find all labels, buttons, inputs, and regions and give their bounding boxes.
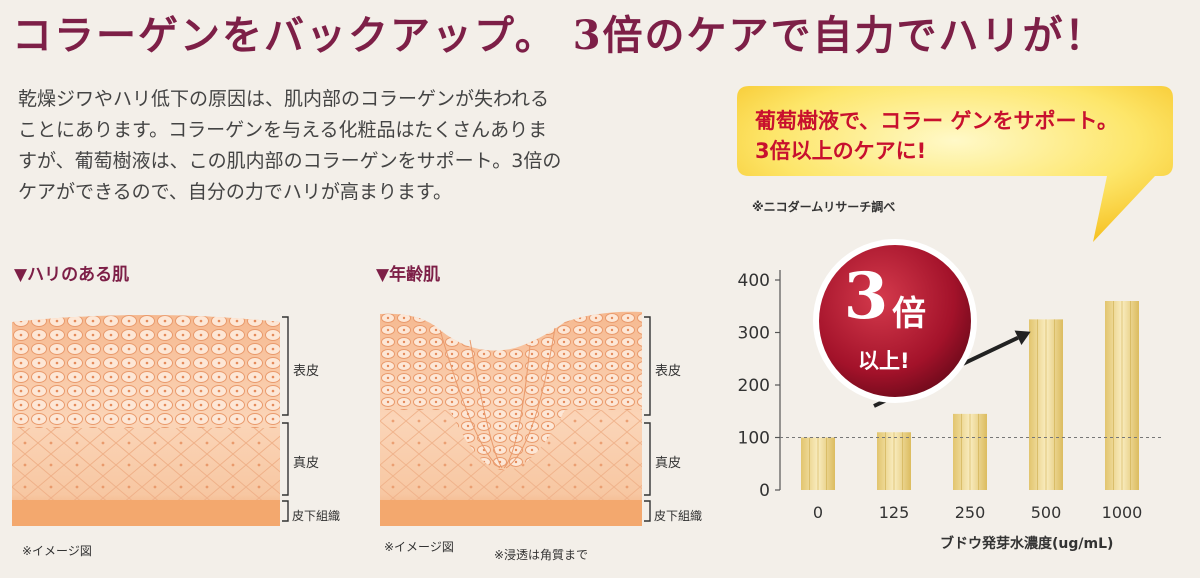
badge-suffix: 以上! xyxy=(858,349,910,373)
callout-text: 葡萄樹液で、コラー ゲンをサポート。 3倍以上のケアに! xyxy=(755,106,1175,166)
x-axis-title: ブドウ発芽水濃度(ug/mL) xyxy=(940,536,1114,552)
y-tick-label: 0 xyxy=(759,481,770,501)
research-note: ※ニコダームリサーチ調べ xyxy=(752,200,896,214)
x-tick-label: 250 xyxy=(955,503,986,522)
image-note: ※イメージ図 xyxy=(22,544,92,558)
body-line: 乾燥ジワやハリ低下の原因は、肌内部のコラーゲンが失われる xyxy=(18,88,550,110)
callout-line: 3倍以上のケアに! xyxy=(755,139,927,163)
body-line: ケアができるので、自分の力でハリが高まります。 xyxy=(18,181,452,203)
badge-kanji: 倍 xyxy=(892,294,926,334)
headline: コラーゲンをバックアップ。 3倍のケアで自力でハリが！ xyxy=(12,12,1107,59)
layer-label-subcutaneous: 皮下組織 xyxy=(292,509,341,523)
body-text: 乾燥ジワやハリ低下の原因は、肌内部のコラーゲンが失われる ことにあります。コラー… xyxy=(18,84,698,208)
aged-skin-illustration xyxy=(380,311,642,526)
callout-bubble xyxy=(737,86,1173,242)
layer-brackets xyxy=(282,316,289,522)
diagram-title-firm-skin: ▼ハリのある肌 xyxy=(14,265,130,285)
body-line: すが、葡萄樹液は、この肌内部のコラーゲンをサポート。3倍の xyxy=(18,150,562,172)
y-tick-label: 100 xyxy=(738,429,770,449)
y-tick-label: 400 xyxy=(738,271,770,291)
growth-arrow-head xyxy=(1014,330,1031,345)
badge-number: 3 xyxy=(843,259,889,334)
three-times-badge xyxy=(813,239,977,403)
y-tick-label: 300 xyxy=(738,324,770,344)
layer-label-subcutaneous-aged: 皮下組織 xyxy=(654,509,703,523)
x-tick-label: 500 xyxy=(1031,503,1062,522)
x-tick-label: 125 xyxy=(879,503,910,522)
firm-skin-illustration xyxy=(12,315,280,526)
layer-brackets-aged xyxy=(644,316,651,522)
penetration-note: ※浸透は角質まで xyxy=(494,548,589,562)
layer-label-dermis: 真皮 xyxy=(293,456,320,471)
y-tick-label: 200 xyxy=(738,376,770,396)
x-tick-label: 1000 xyxy=(1102,503,1143,522)
body-line: ことにあります。コラーゲンを与える化粧品はたくさんありま xyxy=(18,119,548,141)
image-note-aged: ※イメージ図 xyxy=(384,540,454,554)
callout-line: 葡萄樹液で、コラー ゲンをサポート。 xyxy=(755,109,1119,133)
layer-label-epidermis: 表皮 xyxy=(293,364,320,379)
layer-label-dermis-aged: 真皮 xyxy=(655,456,682,471)
x-tick-label: 0 xyxy=(813,503,823,522)
layer-label-epidermis-aged: 表皮 xyxy=(655,364,682,379)
diagram-title-aged-skin: ▼年齢肌 xyxy=(376,265,441,285)
collagen-bar-chart: 0 100 200 300 400 0 125 250 500 1000 xyxy=(738,270,1162,522)
